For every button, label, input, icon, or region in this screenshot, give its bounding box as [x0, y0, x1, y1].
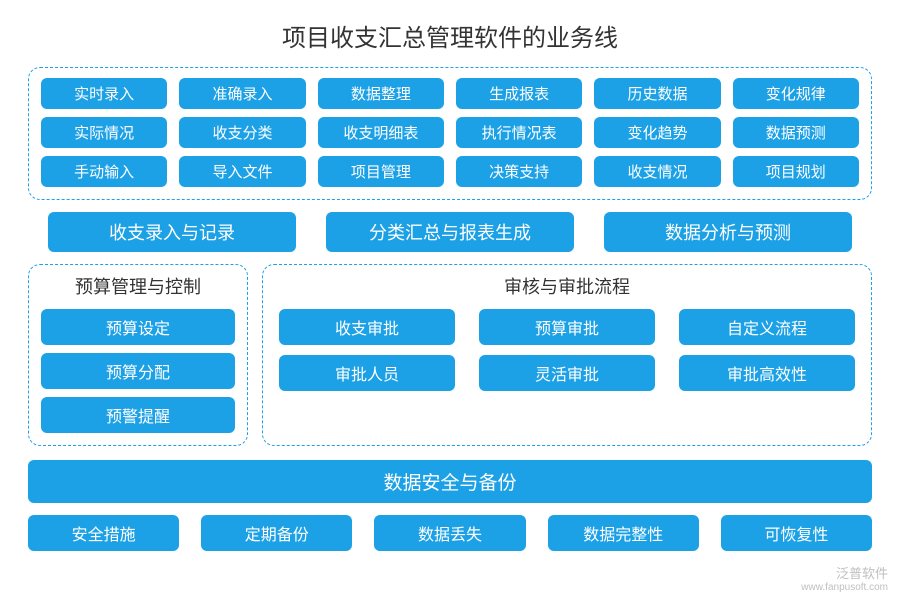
top-row-3: 手动输入 导入文件 项目管理 决策支持 收支情况 项目规划: [41, 156, 859, 187]
approval-box: 审核与审批流程 收支审批 预算审批 自定义流程 审批人员 灵活审批 审批高效性: [262, 264, 872, 446]
approval-row-1: 收支审批 预算审批 自定义流程: [279, 309, 855, 345]
grid-pill: 历史数据: [594, 78, 720, 109]
page-title: 项目收支汇总管理软件的业务线: [0, 0, 900, 67]
grid-pill: 收支情况: [594, 156, 720, 187]
grid-pill: 准确录入: [179, 78, 305, 109]
grid-pill: 收支明细表: [318, 117, 444, 148]
grid-pill: 收支分类: [179, 117, 305, 148]
grid-pill: 决策支持: [456, 156, 582, 187]
budget-item: 预警提醒: [41, 397, 235, 433]
approval-item: 审批人员: [279, 355, 455, 391]
watermark-brand: 泛普软件: [801, 566, 888, 582]
top-row-1: 实时录入 准确录入 数据整理 生成报表 历史数据 变化规律: [41, 78, 859, 109]
category-pill: 分类汇总与报表生成: [326, 212, 574, 252]
mid-section: 预算管理与控制 预算设定 预算分配 预警提醒 审核与审批流程 收支审批 预算审批…: [28, 264, 872, 446]
security-item: 可恢复性: [721, 515, 872, 551]
approval-item: 灵活审批: [479, 355, 655, 391]
security-item: 定期备份: [201, 515, 352, 551]
security-item: 安全措施: [28, 515, 179, 551]
grid-pill: 实际情况: [41, 117, 167, 148]
budget-box-label: 预算管理与控制: [41, 273, 235, 299]
approval-box-label: 审核与审批流程: [279, 273, 855, 299]
budget-item: 预算分配: [41, 353, 235, 389]
top-grid-container: 实时录入 准确录入 数据整理 生成报表 历史数据 变化规律 实际情况 收支分类 …: [28, 67, 872, 200]
approval-item: 自定义流程: [679, 309, 855, 345]
grid-pill: 数据预测: [733, 117, 859, 148]
security-row: 安全措施 定期备份 数据丢失 数据完整性 可恢复性: [28, 515, 872, 551]
grid-pill: 生成报表: [456, 78, 582, 109]
grid-pill: 执行情况表: [456, 117, 582, 148]
security-item: 数据完整性: [548, 515, 699, 551]
budget-item: 预算设定: [41, 309, 235, 345]
grid-pill: 实时录入: [41, 78, 167, 109]
approval-row-2: 审批人员 灵活审批 审批高效性: [279, 355, 855, 391]
security-bar: 数据安全与备份: [28, 460, 872, 503]
budget-box: 预算管理与控制 预算设定 预算分配 预警提醒: [28, 264, 248, 446]
grid-pill: 数据整理: [318, 78, 444, 109]
approval-item: 审批高效性: [679, 355, 855, 391]
category-pill: 数据分析与预测: [604, 212, 852, 252]
top-row-2: 实际情况 收支分类 收支明细表 执行情况表 变化趋势 数据预测: [41, 117, 859, 148]
grid-pill: 导入文件: [179, 156, 305, 187]
category-pill: 收支录入与记录: [48, 212, 296, 252]
grid-pill: 手动输入: [41, 156, 167, 187]
grid-pill: 项目管理: [318, 156, 444, 187]
diagram-content: 实时录入 准确录入 数据整理 生成报表 历史数据 变化规律 实际情况 收支分类 …: [0, 67, 900, 551]
grid-pill: 项目规划: [733, 156, 859, 187]
approval-item: 收支审批: [279, 309, 455, 345]
approval-item: 预算审批: [479, 309, 655, 345]
security-item: 数据丢失: [374, 515, 525, 551]
grid-pill: 变化规律: [733, 78, 859, 109]
category-row: 收支录入与记录 分类汇总与报表生成 数据分析与预测: [48, 212, 852, 252]
grid-pill: 变化趋势: [594, 117, 720, 148]
watermark: 泛普软件 www.fanpusoft.com: [801, 566, 888, 594]
watermark-url: www.fanpusoft.com: [801, 582, 888, 594]
